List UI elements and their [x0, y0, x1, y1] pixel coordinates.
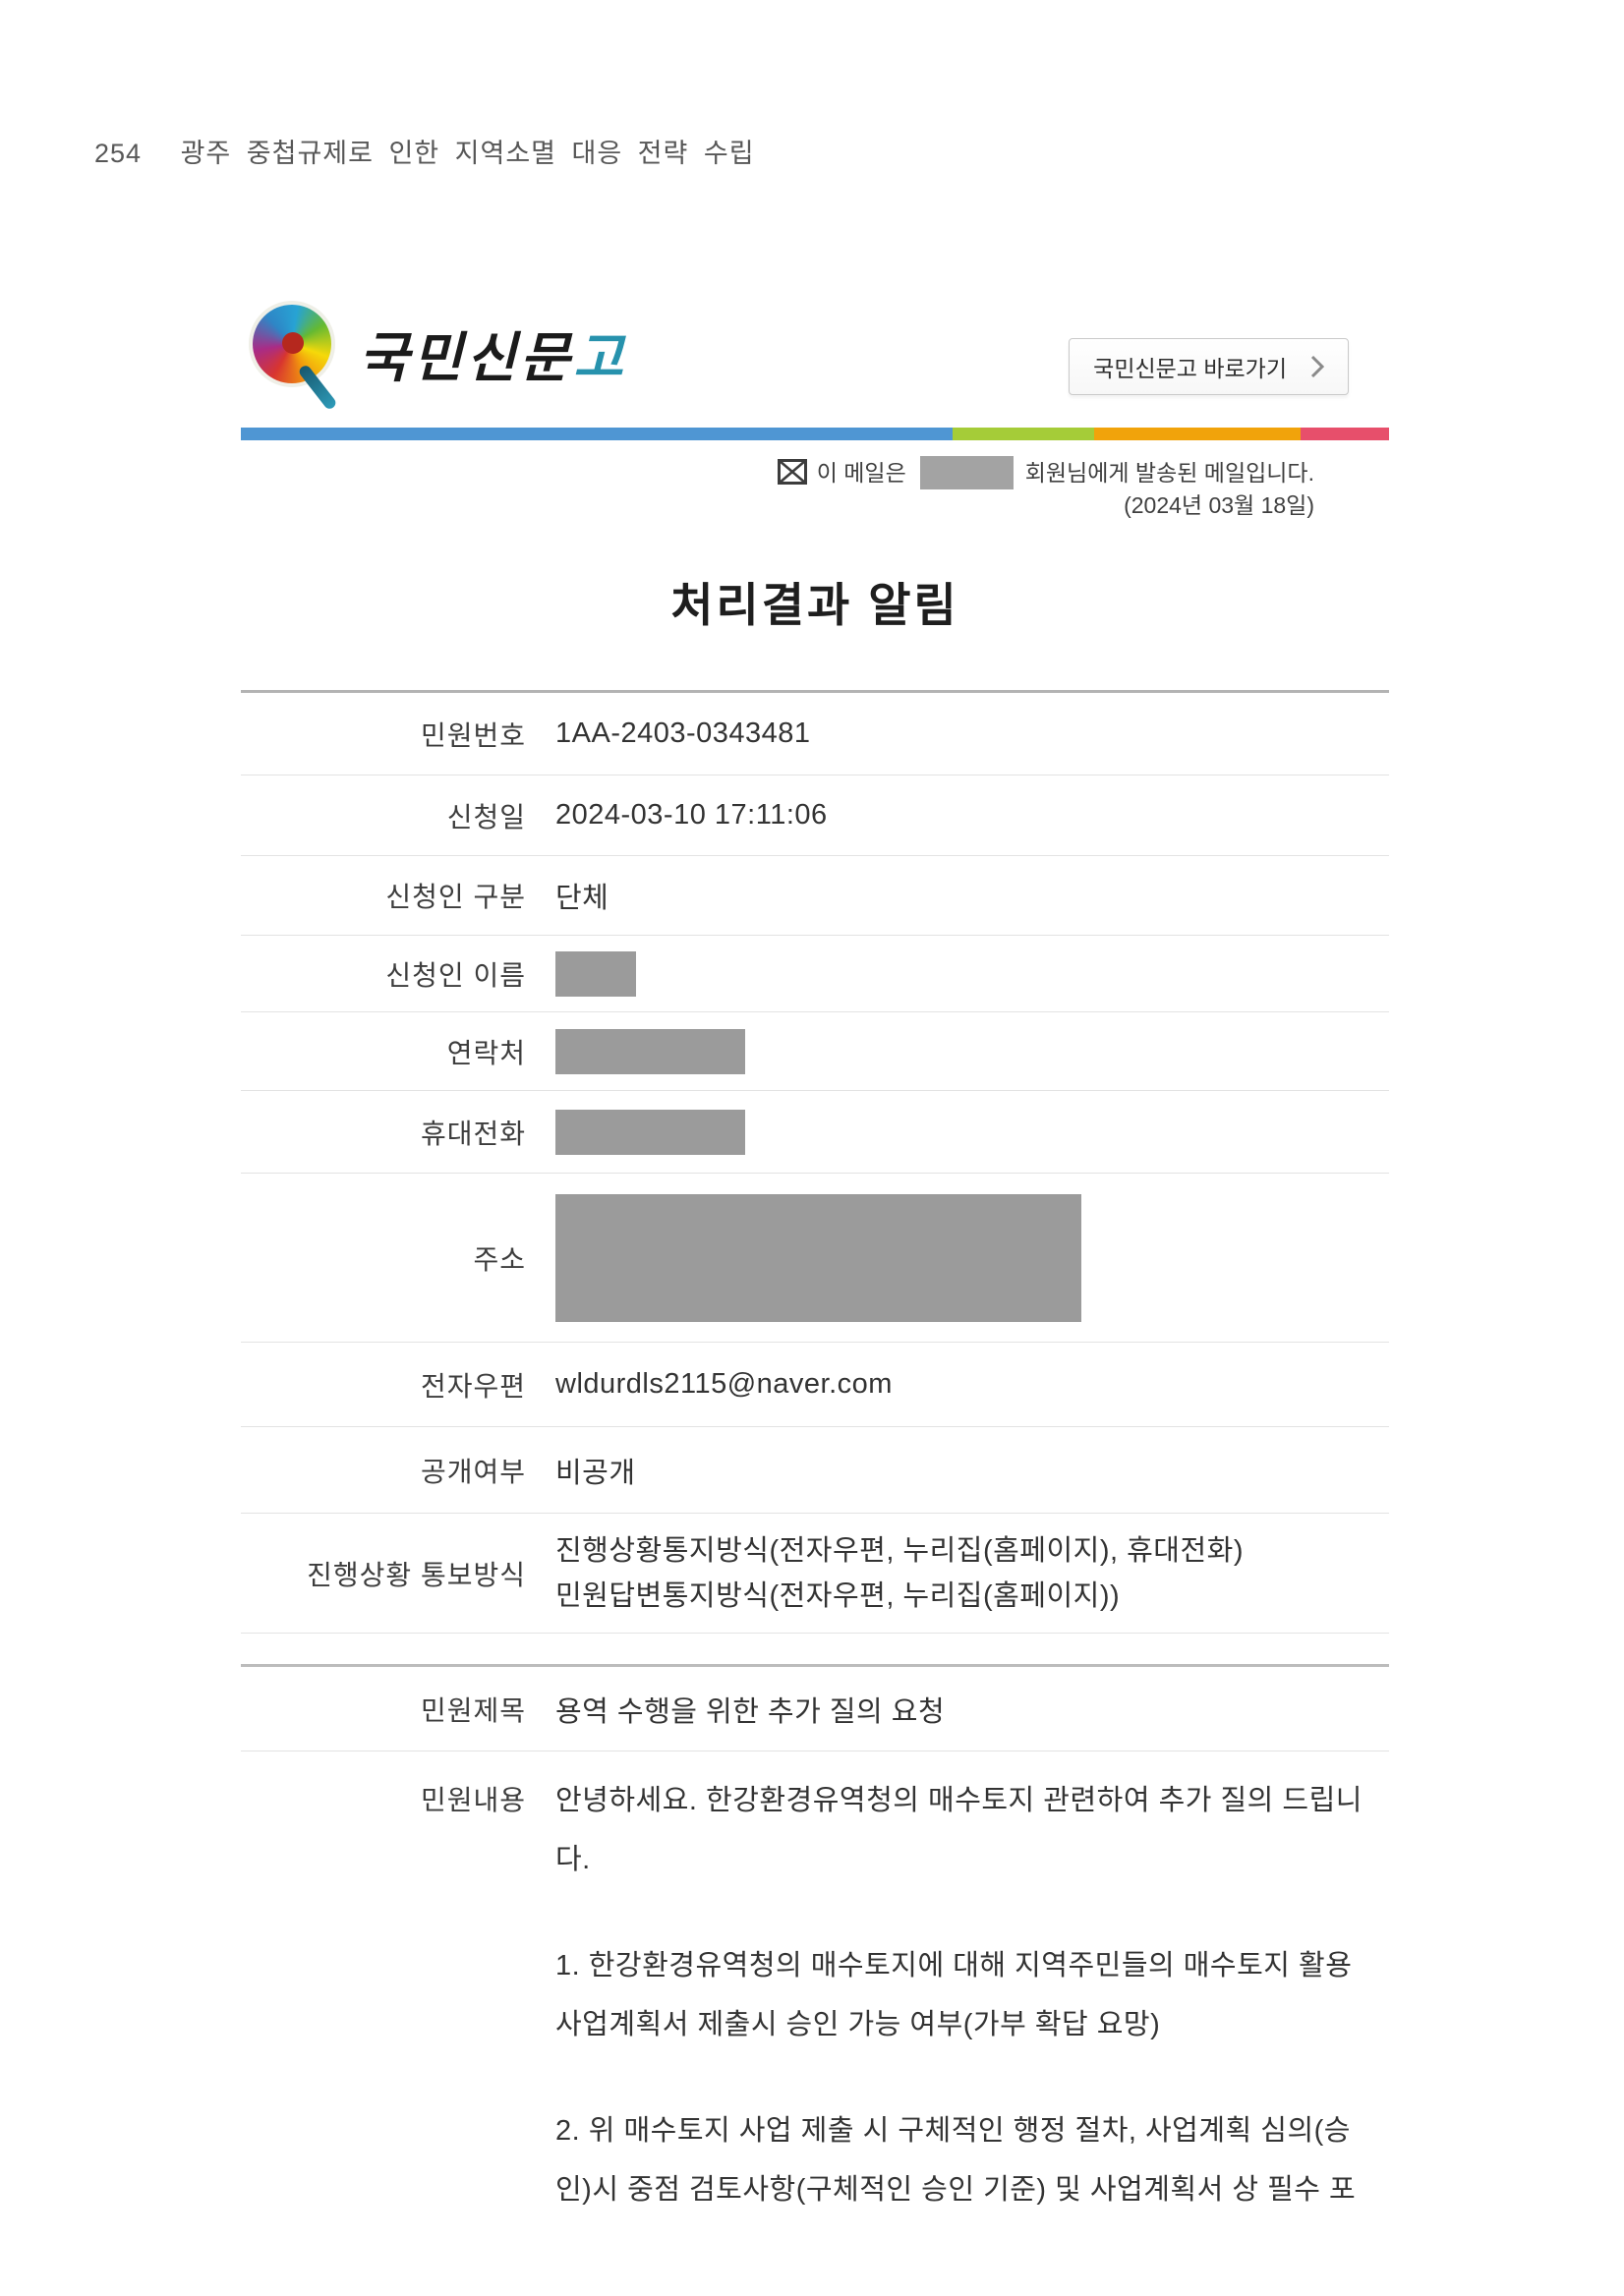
brand-bar-segment-green	[953, 428, 1094, 440]
row-value: 1AA-2403-0343481	[555, 718, 811, 749]
table-row: 신청일 2024-03-10 17:11:06	[241, 775, 1389, 856]
logo-text-accent: 고	[573, 327, 628, 388]
report-title: 광주 중첩규제로 인한 지역소멸 대응 전략 수립	[180, 139, 755, 168]
row-value	[526, 950, 1389, 997]
row-value-line: 민원답변통지방식(전자우편, 누리집(홈페이지))	[555, 1579, 1121, 1612]
brand-bar-segment-pink	[1301, 428, 1389, 440]
chevron-right-icon	[1310, 355, 1324, 378]
table-row: 신청인 이름	[241, 936, 1389, 1012]
email-body: 국민신문고 국민신문고 바로가기 이 메일은 회원님에게 발송된 메일입니다. (…	[241, 295, 1389, 2267]
row-label: 휴대전화	[420, 1118, 526, 1149]
row-label: 신청일	[446, 801, 526, 832]
row-value: 단체	[555, 883, 609, 914]
sent-notice-line1: 이 메일은 회원님에게 발송된 메일입니다.	[241, 456, 1314, 489]
row-value: 2024-03-10 17:11:06	[555, 799, 828, 831]
brand-bar	[241, 428, 1389, 440]
redacted-box	[555, 950, 636, 997]
sent-notice: 이 메일은 회원님에게 발송된 메일입니다. (2024년 03월 18일)	[241, 456, 1389, 522]
table-row: 연락처	[241, 1012, 1389, 1091]
row-label: 주소	[473, 1243, 526, 1275]
brand-bar-segment-orange	[1093, 428, 1302, 440]
page-header: 254 광주 중첩규제로 인한 지역소멸 대응 전략 수립	[94, 132, 755, 170]
row-value: wldurdls2115@naver.com	[555, 1368, 893, 1400]
goto-epeople-label: 국민신문고 바로가기	[1093, 356, 1287, 381]
row-label: 신청인 이름	[385, 959, 526, 991]
epeople-logo[interactable]: 국민신문고	[245, 301, 627, 412]
row-label: 민원번호	[420, 719, 526, 751]
section-separator	[241, 1634, 1389, 1667]
sent-notice-date: (2024년 03월 18일)	[1124, 492, 1314, 518]
notice-suffix: 회원님에게 발송된 메일입니다.	[1024, 460, 1314, 486]
goto-epeople-button[interactable]: 국민신문고 바로가기	[1069, 338, 1349, 395]
row-label: 신청인 구분	[385, 882, 526, 912]
row-label: 민원내용	[420, 1785, 526, 1815]
table-row: 공개여부 비공개	[241, 1427, 1389, 1514]
table-row: 민원제목 용역 수행을 위한 추가 질의 요청	[241, 1667, 1389, 1751]
row-value: 진행상황통지방식(전자우편, 누리집(홈페이지), 휴대전화) 민원답변통지방식(…	[526, 1528, 1389, 1619]
table-row: 민원번호 1AA-2403-0343481	[241, 693, 1389, 775]
row-value	[526, 1193, 1389, 1322]
email-header: 국민신문고 국민신문고 바로가기	[241, 295, 1389, 428]
table-row: 휴대전화	[241, 1091, 1389, 1174]
row-value	[526, 1028, 1389, 1074]
redacted-box	[555, 1193, 1081, 1322]
row-label: 진행상황 통보방식	[307, 1559, 526, 1590]
redacted-box	[555, 1028, 745, 1074]
row-value	[526, 1109, 1389, 1155]
epeople-swirl-magnifier-icon	[245, 301, 343, 412]
envelope-icon	[777, 459, 807, 485]
table-row: 주소	[241, 1174, 1389, 1343]
row-value: 용역 수행을 위한 추가 질의 요청	[555, 1695, 946, 1728]
mail-title: 처리결과 알림	[670, 579, 959, 631]
page-number: 254	[94, 139, 143, 168]
row-value: 비공개	[555, 1457, 636, 1489]
brand-bar-segment-blue	[241, 428, 954, 440]
content-paragraph: 2. 위 매수토지 사업 제출 시 구체적인 행정 절차, 사업계획 심의(승인…	[555, 2115, 1357, 2206]
row-label: 공개여부	[420, 1456, 526, 1487]
table-row: 진행상황 통보방식 진행상황통지방식(전자우편, 누리집(홈페이지), 휴대전화)…	[241, 1514, 1389, 1634]
content-paragraph: 1. 한강환경유역청의 매수토지에 대해 지역주민들의 매수토지 활용 사업계획…	[555, 1950, 1353, 2040]
table-row: 전자우편 wldurdls2115@naver.com	[241, 1343, 1389, 1427]
row-label: 연락처	[446, 1037, 526, 1068]
table-row: 민원내용 안녕하세요. 한강환경유역청의 매수토지 관련하여 추가 질의 드립니다…	[241, 1751, 1389, 2267]
row-value: 안녕하세요. 한강환경유역청의 매수토지 관련하여 추가 질의 드립니다. 1. …	[526, 1771, 1389, 2267]
logo-text-main: 국민신문	[359, 327, 574, 388]
content-paragraph: 안녕하세요. 한강환경유역청의 매수토지 관련하여 추가 질의 드립니다.	[555, 1785, 1363, 1875]
result-table: 민원번호 1AA-2403-0343481 신청일 2024-03-10 17:11:…	[241, 690, 1389, 2267]
row-value-line: 진행상황통지방식(전자우편, 누리집(홈페이지), 휴대전화)	[555, 1534, 1244, 1567]
table-row: 신청인 구분 단체	[241, 856, 1389, 936]
logo-wordmark: 국민신문고	[359, 314, 627, 392]
redacted-box	[555, 1109, 745, 1155]
notice-prefix: 이 메일은	[816, 460, 906, 486]
row-label: 전자우편	[420, 1370, 526, 1402]
redacted-recipient-box	[919, 456, 1014, 489]
row-label: 민원제목	[420, 1694, 526, 1726]
